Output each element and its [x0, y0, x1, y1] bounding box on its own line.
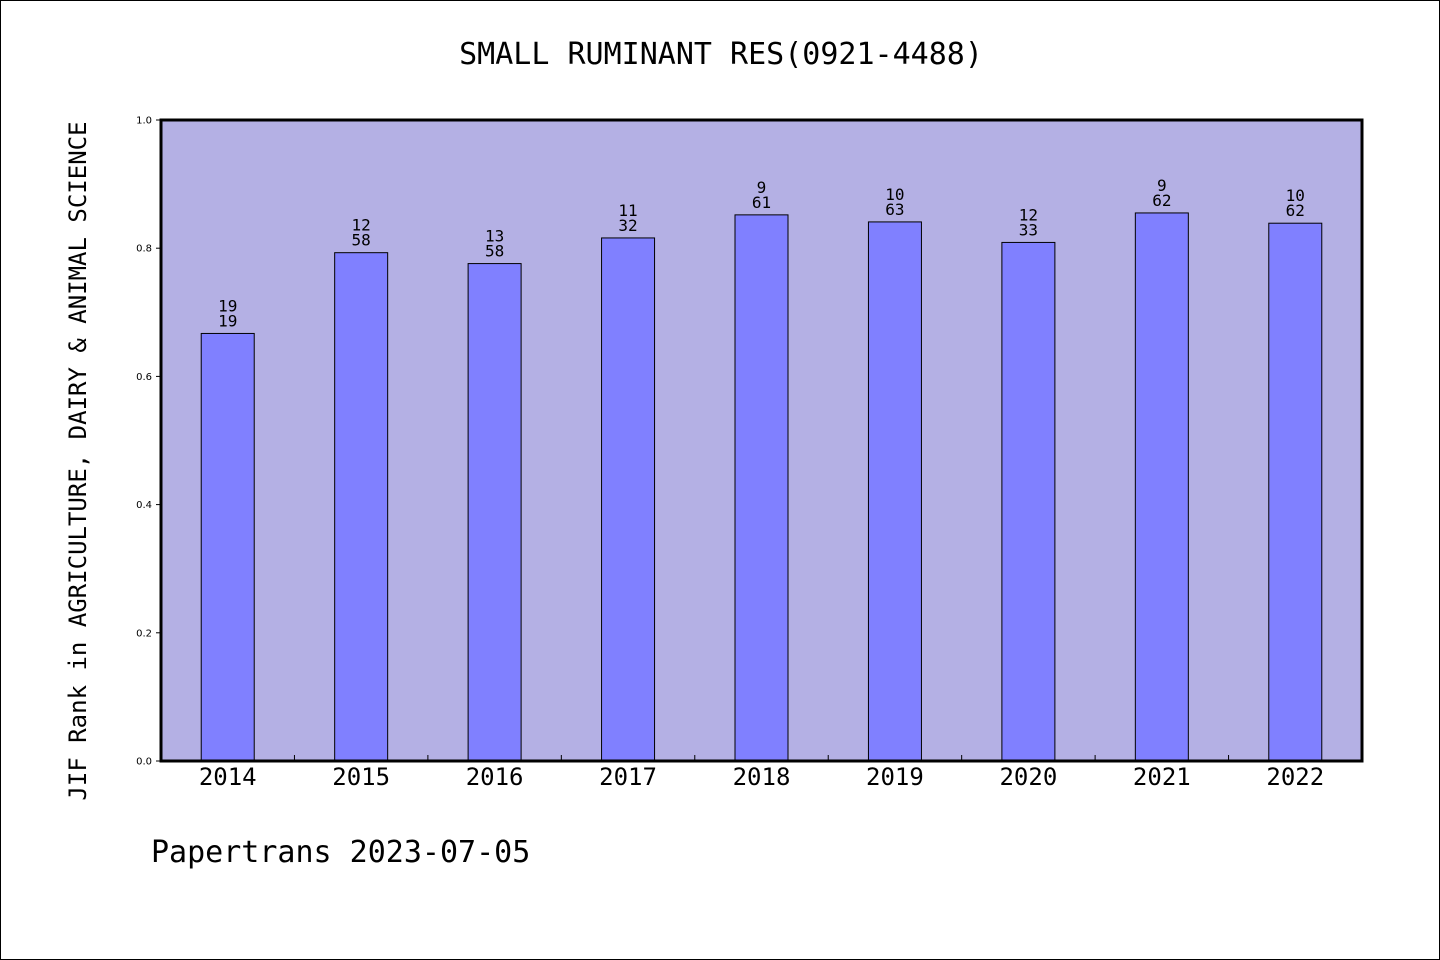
x-tick-label: 2016	[466, 763, 524, 791]
x-tick-label: 2018	[733, 763, 791, 791]
plot-frame	[159, 118, 1364, 763]
bar-label-total: 61	[752, 193, 771, 212]
bar-label-total: 32	[618, 216, 637, 235]
bar-label-total: 62	[1286, 201, 1305, 220]
bar	[467, 263, 522, 762]
bar-label-total: 62	[1152, 191, 1171, 210]
x-tick-label: 2015	[332, 763, 390, 791]
y-tick-label: 0.8	[136, 244, 152, 255]
x-tick-label: 2022	[1266, 763, 1324, 791]
y-tick-label: 0.0	[136, 757, 152, 768]
bar	[601, 237, 656, 762]
y-tick-label: 1.0	[136, 116, 152, 127]
x-tick-label: 2021	[1133, 763, 1191, 791]
bar-label-total: 58	[485, 242, 504, 261]
x-tick-label: 2014	[199, 763, 257, 791]
bar-label-rank: 9	[1157, 176, 1167, 195]
chart-title: SMALL RUMINANT RES(0921-4488)	[459, 37, 983, 72]
bar-label-rank: 10	[1286, 186, 1305, 205]
footer-credit: Papertrans 2023-07-05	[151, 835, 531, 870]
bar-label-total: 33	[1019, 220, 1038, 239]
bar-label-rank: 13	[485, 227, 504, 246]
y-tick-label: 0.4	[136, 500, 152, 511]
bar	[334, 252, 389, 762]
bar-label-total: 63	[885, 200, 904, 219]
bar-label-total: 19	[218, 311, 237, 330]
bar-label-rank: 19	[218, 296, 237, 315]
bar	[200, 332, 255, 762]
bar-label-rank: 9	[757, 178, 767, 197]
bar-label-rank: 10	[885, 185, 904, 204]
x-tick-label: 2017	[599, 763, 657, 791]
y-tick-label: 0.2	[136, 628, 152, 639]
bar	[1134, 212, 1189, 762]
bar	[1001, 241, 1056, 762]
x-tick-label: 2019	[866, 763, 924, 791]
bar	[1268, 222, 1323, 762]
bar-label-rank: 11	[618, 201, 637, 220]
bar	[734, 214, 789, 762]
bar-label-rank: 12	[352, 216, 371, 235]
bar-label-total: 58	[352, 231, 371, 250]
bar-label-rank: 12	[1019, 205, 1038, 224]
y-tick-label: 0.6	[136, 372, 152, 383]
bar	[867, 221, 922, 762]
x-tick-label: 2020	[999, 763, 1057, 791]
